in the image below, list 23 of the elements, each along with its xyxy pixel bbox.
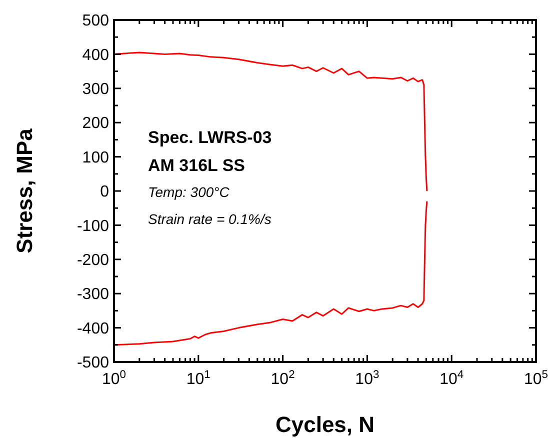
y-axis-title: Stress, MPa [12,128,37,254]
y-tick-label: 400 [82,46,110,64]
x-tick-label: 10$^{3}$ [355,369,380,388]
y-tick-label: -100 [76,218,110,235]
y-tick-label: -300 [76,286,110,304]
y-tick-label: -200 [76,252,110,269]
y-tick-label: -500 [76,354,110,372]
y-tick-label: 200 [82,115,110,132]
annotation: AM 316L SS [148,156,246,175]
annotation: Spec. LWRS-03 [148,128,272,147]
x-tick-label: 10$^{4}$ [440,369,464,388]
y-tick-label: 0 [100,184,110,201]
y-tick-label: 300 [82,81,110,98]
y-tick-label: 500 [82,12,110,30]
annotation: Temp: 300°C [148,184,230,200]
x-axis-title: Cycles, N [275,412,375,437]
x-tick-label: 10$^{5}$ [524,369,548,388]
annotation: Strain rate = 0.1%/s [148,211,272,227]
x-tick-label: 10$^{1}$ [186,369,210,388]
x-tick-label: 10$^{2}$ [270,369,295,388]
x-tick-label: 10$^{0}$ [102,369,126,388]
y-tick-label: 100 [82,149,110,166]
y-tick-label: -400 [76,320,110,338]
